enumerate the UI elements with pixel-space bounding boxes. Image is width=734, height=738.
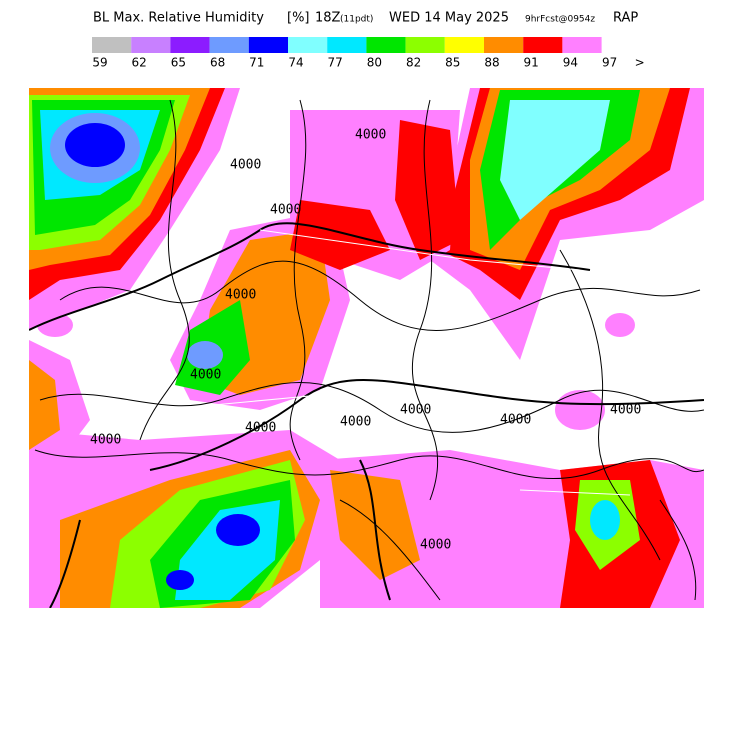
borders <box>159 229 631 496</box>
valid-time: 18Z <box>315 11 341 26</box>
legend-label: 68 <box>210 56 225 70</box>
forecast: 9hrFcst@0954z <box>525 15 595 25</box>
legend-label: 62 <box>132 56 147 70</box>
legend-swatch <box>327 37 367 53</box>
legend-swatch <box>92 37 132 53</box>
legend-swatch <box>523 37 563 53</box>
legend-label: 91 <box>524 56 539 70</box>
contour-label: 4000 <box>500 413 531 428</box>
legend-label: 80 <box>367 56 382 70</box>
title: BL Max. Relative Humidity <box>93 11 264 26</box>
legend-label: 85 <box>445 56 460 70</box>
legend-label: 94 <box>563 56 578 70</box>
contour-label: 4000 <box>230 158 261 173</box>
legend-label: 59 <box>92 56 107 70</box>
legend-swatch <box>484 37 524 53</box>
legend-label: 65 <box>171 56 186 70</box>
legend-swatch <box>209 37 249 53</box>
contour-label: 4000 <box>245 421 276 436</box>
contour-label: 4000 <box>420 538 451 553</box>
legend-label: 97 <box>602 56 617 70</box>
header: BL Max. Relative Humidity [%] 18Z (11pdt… <box>93 11 638 26</box>
date: WED 14 May 2025 <box>389 11 509 26</box>
model: RAP <box>613 11 638 26</box>
map: 4000 4000 4000 4000 4000 4000 4000 4000 … <box>29 88 704 608</box>
unit: [%] <box>287 11 310 26</box>
contour-label: 4000 <box>190 368 221 383</box>
contour-label: 4000 <box>400 403 431 418</box>
legend-label: 88 <box>484 56 499 70</box>
local-time: (11pdt) <box>340 15 373 25</box>
legend-label: 77 <box>328 56 343 70</box>
legend-swatch <box>170 37 210 53</box>
legend: 59 62 65 68 71 74 77 80 82 85 88 91 94 97 > <box>92 37 645 70</box>
legend-swatch <box>366 37 406 53</box>
contour-label: 4000 <box>610 403 641 418</box>
contours <box>29 99 704 608</box>
contour-labels: 4000 4000 4000 4000 4000 4000 4000 4000 … <box>90 128 641 553</box>
contour-label: 4000 <box>270 203 301 218</box>
contour-label: 4000 <box>225 288 256 303</box>
legend-swatch <box>444 37 484 53</box>
legend-swatch <box>562 37 602 53</box>
legend-swatch <box>131 37 171 53</box>
legend-label: 74 <box>288 56 303 70</box>
contour-label: 4000 <box>90 433 121 448</box>
legend-label: 82 <box>406 56 421 70</box>
legend-swatch <box>248 37 288 53</box>
legend-label: > <box>635 56 645 70</box>
contour-label: 4000 <box>340 415 371 430</box>
legend-swatch <box>405 37 445 53</box>
legend-label: 71 <box>249 56 264 70</box>
legend-swatch <box>288 37 328 53</box>
contour-label: 4000 <box>355 128 386 143</box>
